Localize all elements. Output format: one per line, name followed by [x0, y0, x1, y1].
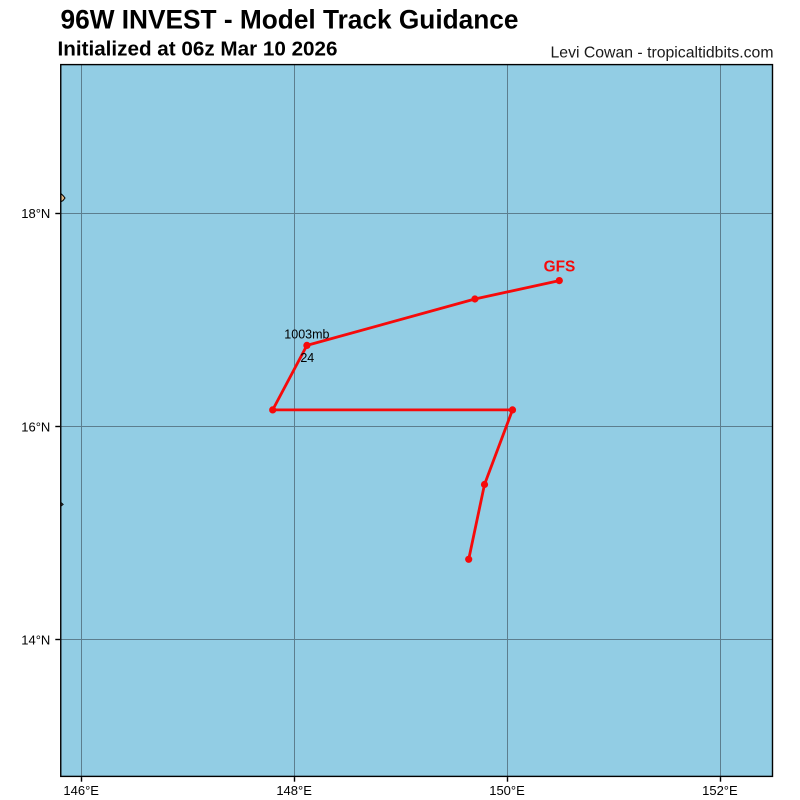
svg-text:Initialized at 06z Mar 10 2026: Initialized at 06z Mar 10 2026	[58, 38, 338, 61]
svg-text:146°E: 146°E	[63, 783, 99, 798]
svg-text:148°E: 148°E	[276, 783, 312, 798]
svg-text:16°N: 16°N	[21, 419, 50, 434]
svg-text:96W INVEST - Model Track Guida: 96W INVEST - Model Track Guidance	[61, 4, 519, 34]
svg-text:18°N: 18°N	[21, 206, 50, 221]
svg-text:152°E: 152°E	[702, 783, 738, 798]
svg-text:150°E: 150°E	[489, 783, 525, 798]
svg-text:GFS: GFS	[544, 258, 576, 275]
svg-text:24: 24	[300, 351, 314, 365]
svg-text:14°N: 14°N	[21, 633, 50, 648]
svg-text:1003mb: 1003mb	[284, 327, 329, 341]
svg-text:Levi Cowan - tropicaltidbits.c: Levi Cowan - tropicaltidbits.com	[551, 45, 774, 62]
